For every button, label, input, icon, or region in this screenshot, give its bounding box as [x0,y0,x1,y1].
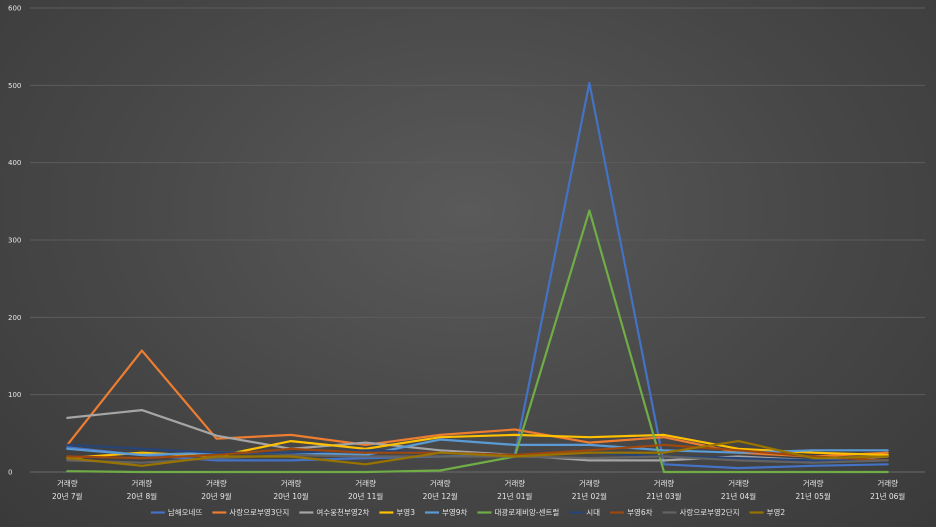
x-tick-label-bottom: 20년 12월 [423,491,458,501]
x-tick-label-top: 거래량 [355,479,376,488]
legend-label: 부영3 [396,507,415,517]
series-line-10 [66,440,889,467]
x-tick-label-bottom: 21년 02월 [572,491,607,501]
x-tick-label-bottom: 21년 04월 [721,491,756,501]
legend-label: 시대 [586,508,600,517]
x-tick-label-bottom: 21년 01월 [497,491,532,501]
series-line-2 [66,349,889,458]
legend-label: 부영2 [767,507,786,517]
y-tick-label: 600 [8,5,21,13]
legend-label: 사랑으로부영3단지 [229,507,289,517]
y-tick-label: 0 [8,469,12,477]
legend: 남해오네뜨 사랑으로부영3단지 여수웅천부영2차 부영3 부영9차 대광로제비앙-센트럴 시… [150,507,786,517]
x-tick-label-top: 거래량 [430,479,451,488]
x-tick-label-top: 거래량 [877,479,898,488]
x-tick-label-top: 거래량 [206,479,227,488]
x-tick-label-bottom: 20년 9월 [201,491,232,501]
x-tick-label-bottom: 20년 11월 [348,491,383,501]
legend-label: 대광로제비앙-센트럴 [494,507,559,517]
y-axis-ticks: 0 100 200 300 400 500 600 [8,5,21,477]
legend-label: 부영9차 [442,507,468,517]
gridlines [30,7,925,473]
x-tick-label-top: 거래량 [132,479,153,488]
legend-item: 부영3 [379,507,415,517]
legend-item: 남해오네뜨 [150,507,203,517]
legend-item: 시대 [569,508,600,517]
x-tick-label-top: 거래량 [654,479,675,488]
legend-item: 부영9차 [424,507,468,517]
series-line-3 [66,409,889,462]
legend-item: 사랑으로부영3단지 [212,507,289,517]
legend-item: 부영6차 [610,507,653,517]
y-tick-label: 400 [8,159,21,167]
x-tick-label-top: 거래량 [57,479,78,488]
x-tick-label-bottom: 20년 7월 [52,491,83,501]
y-tick-label: 100 [8,391,21,399]
legend-item: 부영2 [749,507,786,517]
legend-item: 대광로제비앙-센트럴 [477,507,559,517]
legend-label: 사랑으로부영2단지 [680,507,740,517]
x-tick-label-top: 거래량 [803,479,824,488]
x-tick-label-top: 거래량 [504,479,525,488]
x-tick-label-bottom: 21년 05월 [795,491,830,501]
x-tick-label-top: 거래량 [579,479,600,488]
series-line-1 [66,81,889,470]
legend-label: 남해오네뜨 [168,507,203,517]
x-axis-ticks: 거래량 20년 7월 거래량 20년 8월 거래량 20년 9월 거래량 20년 10월 거래량… [52,479,905,501]
legend-item: 사랑으로부영2단지 [662,507,740,517]
legend-label: 부영6차 [627,507,653,517]
y-tick-label: 200 [8,314,21,322]
x-tick-label-bottom: 21년 06월 [870,491,905,501]
x-tick-label-top: 거래량 [728,479,749,488]
series-line-6 [66,209,889,474]
x-tick-label-top: 거래량 [281,479,302,488]
legend-label: 여수웅천부영2차 [316,507,369,517]
y-tick-label: 300 [8,237,21,245]
y-tick-label: 500 [8,82,21,90]
x-tick-label-bottom: 21년 03월 [646,491,681,501]
legend-item: 여수웅천부영2차 [299,507,370,517]
x-tick-label-bottom: 20년 8월 [127,491,158,501]
series-lines [66,81,889,474]
x-tick-label-bottom: 20년 10월 [273,491,308,501]
